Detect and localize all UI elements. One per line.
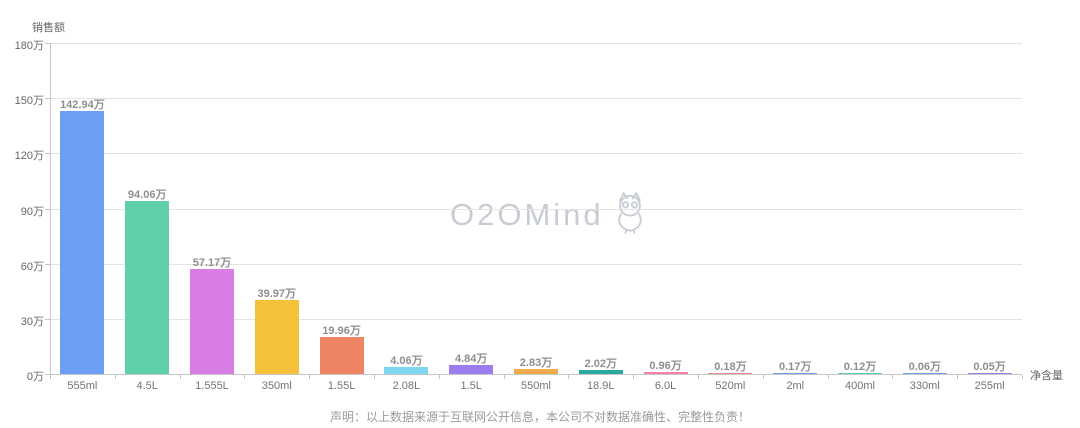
bar	[254, 300, 299, 374]
x-axis-category-label: 555ml	[67, 380, 98, 392]
x-axis-category-label: 1.55L	[327, 380, 356, 392]
x-axis-category-label: 255ml	[974, 380, 1005, 392]
bar-value-label: 57.17万	[192, 256, 232, 269]
bar-value-label: 0.05万	[973, 360, 1006, 373]
x-axis-tick	[179, 375, 181, 379]
watermark-text: O2OMind	[450, 196, 604, 232]
x-axis-category-label: 330ml	[909, 380, 940, 392]
x-axis-tick	[374, 375, 375, 379]
y-axis-tick-label: 0万	[26, 371, 44, 383]
bar-value-label: 0.17万	[778, 360, 812, 373]
bar	[902, 372, 947, 374]
bar	[514, 368, 558, 374]
bar	[190, 268, 234, 374]
bar-value-label: 19.96万	[322, 325, 361, 338]
y-axis-tick-label: 60万	[20, 260, 44, 273]
y-axis-tick	[45, 374, 50, 375]
x-axis-tick	[1022, 375, 1023, 379]
bar	[967, 372, 1012, 374]
y-axis-tick-label: 150万	[14, 95, 44, 108]
x-axis-tick	[698, 375, 699, 379]
bar	[773, 372, 818, 374]
y-axis-tick	[45, 98, 50, 100]
y-axis-tick-label: 90万	[20, 205, 44, 218]
x-axis-tick	[568, 375, 570, 379]
x-axis-category-label: 1.5L	[460, 380, 482, 392]
x-axis-title: 净含量	[1030, 370, 1063, 382]
x-axis-tick	[309, 375, 311, 379]
x-axis-category-label: 2ml	[786, 380, 805, 392]
x-axis-category-label: 4.5L	[136, 380, 158, 392]
x-axis-category-label: 350ml	[261, 380, 292, 392]
bar-value-label: 4.06万	[390, 354, 423, 367]
x-axis-tick	[633, 375, 635, 379]
bar-value-label: 39.97万	[257, 288, 297, 301]
y-axis-tick-label: 180万	[14, 40, 44, 52]
bar	[319, 337, 364, 374]
gridline	[50, 43, 1022, 44]
y-axis-tick	[45, 318, 50, 320]
gridline	[50, 263, 1022, 265]
x-axis-line	[50, 374, 1022, 375]
bar-value-label: 94.06万	[127, 189, 167, 202]
bar	[838, 372, 882, 374]
bar-value-label: 2.83万	[519, 356, 553, 369]
x-axis-tick	[957, 375, 959, 379]
bar-value-label: 0.18万	[714, 360, 747, 373]
x-axis-category-label: 550ml	[521, 380, 551, 392]
bar-value-label: 0.06万	[908, 360, 941, 373]
bar	[708, 372, 753, 374]
x-axis-tick	[503, 375, 505, 379]
y-axis-tick	[45, 208, 50, 210]
bar	[125, 201, 170, 374]
gridline	[50, 318, 1022, 320]
x-axis-tick	[50, 375, 51, 379]
y-axis-tick	[45, 263, 50, 265]
x-axis-tick	[244, 375, 246, 379]
bar	[60, 111, 105, 374]
x-axis-category-label: 18.9L	[587, 380, 615, 392]
bar-value-label: 4.84万	[454, 353, 488, 366]
y-axis-line	[50, 43, 51, 374]
bar-value-label: 2.02万	[584, 358, 617, 371]
x-axis-category-label: 520ml	[715, 380, 746, 392]
bar	[449, 365, 494, 374]
x-axis-tick	[438, 375, 440, 379]
y-axis-title: 销售额	[32, 22, 65, 34]
y-axis-tick	[45, 43, 50, 44]
x-axis-category-label: 6.0L	[654, 380, 677, 392]
owl-icon	[612, 190, 648, 239]
x-axis-category-label: 2.08L	[392, 380, 421, 392]
x-axis-tick	[114, 375, 116, 379]
x-axis-category-label: 1.555L	[195, 380, 229, 392]
bar-value-label: 0.12万	[843, 360, 877, 373]
bar-value-label: 0.96万	[649, 360, 682, 373]
y-axis-tick	[45, 153, 50, 155]
x-axis-tick	[827, 375, 829, 379]
bar	[643, 372, 688, 374]
x-axis-tick	[762, 375, 764, 379]
gridline	[50, 153, 1022, 155]
gridline	[50, 208, 1022, 210]
bar-value-label: 142.94万	[60, 99, 105, 112]
x-axis-category-label: 400ml	[845, 380, 875, 392]
x-axis-tick	[892, 375, 894, 379]
bar	[384, 366, 429, 374]
watermark: O2OMind	[450, 190, 648, 239]
gridline	[50, 98, 1022, 100]
y-axis-tick-label: 30万	[20, 315, 44, 328]
bar	[578, 370, 623, 374]
y-axis-tick-label: 120万	[14, 150, 44, 163]
disclaimer-text: 声明：以上数据来源于互联网公开信息，本公司不对数据准确性、完整性负责！	[329, 410, 750, 424]
